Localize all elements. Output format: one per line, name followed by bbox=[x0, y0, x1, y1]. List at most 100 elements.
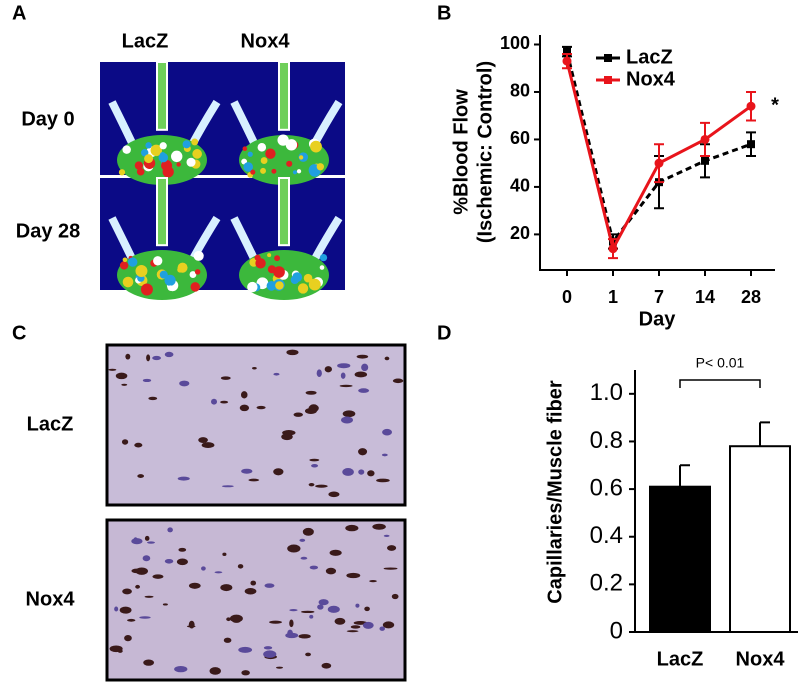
cell-stain bbox=[201, 566, 206, 571]
cell-stain bbox=[299, 538, 306, 542]
cell-stain bbox=[383, 534, 390, 538]
cell-stain bbox=[164, 351, 174, 358]
y-tick-label: 0 bbox=[610, 617, 623, 644]
cell-stain bbox=[198, 437, 208, 443]
error-bar bbox=[759, 421, 770, 447]
cell-stain bbox=[188, 582, 201, 589]
cell-stain bbox=[211, 398, 218, 405]
x-tick-label: 1 bbox=[608, 287, 618, 307]
marker bbox=[563, 47, 571, 56]
row-label: LacZ bbox=[27, 413, 74, 435]
x-tick-label: 7 bbox=[654, 287, 664, 307]
blob bbox=[260, 157, 268, 164]
cell-stain bbox=[305, 390, 317, 395]
y-axis-title: (Ischemic: Control) bbox=[474, 61, 496, 243]
y-tick-label: 40 bbox=[510, 176, 530, 196]
row-label: Day 0 bbox=[21, 108, 74, 130]
cell-stain bbox=[298, 634, 311, 639]
cell-stain bbox=[346, 630, 359, 633]
row-label: Day 28 bbox=[16, 220, 81, 242]
y-tick-label: 20 bbox=[510, 223, 530, 243]
y-axis-title: Capillaries/Muscle fiber bbox=[544, 380, 566, 604]
blob bbox=[144, 154, 154, 164]
cell-stain bbox=[308, 483, 315, 487]
cell-stain bbox=[379, 626, 385, 631]
blob bbox=[159, 270, 168, 279]
blob bbox=[298, 155, 304, 160]
column-label: Nox4 bbox=[241, 30, 291, 52]
cell-stain bbox=[256, 405, 266, 410]
cell-stain bbox=[124, 635, 132, 642]
x-axis-title: Day bbox=[639, 308, 677, 330]
blob bbox=[192, 149, 202, 159]
marker bbox=[608, 244, 618, 254]
blob bbox=[127, 257, 138, 267]
cell-stain bbox=[142, 555, 151, 562]
column-label: LacZ bbox=[122, 30, 169, 52]
bar bbox=[729, 445, 791, 633]
cell-stain bbox=[382, 428, 392, 436]
panel-letter: B bbox=[437, 2, 451, 24]
tail bbox=[156, 61, 168, 131]
y-tick-label: 80 bbox=[510, 81, 530, 101]
cell-stain bbox=[223, 637, 232, 643]
cell-stain bbox=[309, 565, 319, 570]
cell-stain bbox=[325, 567, 337, 575]
cell-stain bbox=[135, 584, 140, 589]
blob bbox=[161, 160, 173, 172]
cell-stain bbox=[308, 404, 319, 413]
blob bbox=[186, 157, 196, 167]
cell-stain bbox=[177, 476, 190, 481]
cell-stain bbox=[131, 568, 142, 574]
cell-stain bbox=[143, 659, 155, 666]
cell-stain bbox=[229, 614, 243, 623]
cell-stain bbox=[318, 599, 329, 606]
blob bbox=[164, 274, 176, 286]
cell-stain bbox=[309, 614, 314, 619]
cell-stain bbox=[108, 368, 117, 371]
cell-stain bbox=[289, 609, 298, 612]
cell-stain bbox=[324, 366, 332, 373]
blob bbox=[255, 258, 266, 269]
legend-label: LacZ bbox=[626, 46, 673, 68]
cell-stain bbox=[391, 593, 399, 600]
blob bbox=[296, 169, 302, 174]
cell-stain bbox=[238, 646, 253, 653]
cell-stain bbox=[209, 667, 221, 675]
blob bbox=[247, 281, 258, 293]
cell-stain bbox=[350, 625, 361, 629]
cell-stain bbox=[263, 646, 273, 650]
cell-stain bbox=[367, 470, 375, 477]
bracket bbox=[679, 379, 761, 388]
cell-stain bbox=[164, 559, 174, 564]
marker bbox=[701, 156, 709, 165]
cell-stain bbox=[339, 384, 353, 388]
x-tick-label: LacZ bbox=[657, 648, 704, 670]
cell-stain bbox=[214, 571, 223, 574]
marker bbox=[700, 134, 710, 144]
cell-stain bbox=[252, 367, 257, 370]
cell-stain bbox=[139, 616, 151, 619]
cell-stain bbox=[281, 433, 293, 441]
blob bbox=[265, 148, 276, 159]
cell-stain bbox=[152, 355, 161, 361]
cell-stain bbox=[387, 545, 397, 551]
blob bbox=[290, 275, 299, 285]
cell-stain bbox=[220, 376, 231, 380]
marker bbox=[562, 56, 572, 66]
blob bbox=[292, 170, 298, 175]
blob bbox=[145, 142, 152, 149]
annotation: * bbox=[771, 94, 779, 116]
cell-stain bbox=[340, 372, 346, 379]
cell-stain bbox=[178, 547, 187, 552]
cell-stain bbox=[302, 527, 314, 536]
cell-stain bbox=[240, 391, 248, 399]
x-tick-label: 0 bbox=[562, 287, 572, 307]
blob bbox=[136, 167, 145, 176]
cell-stain bbox=[127, 618, 136, 622]
blob bbox=[260, 167, 266, 174]
cell-stain bbox=[144, 595, 154, 598]
cell-stain bbox=[356, 354, 369, 359]
cell-stain bbox=[287, 629, 293, 637]
cell-stain bbox=[311, 463, 319, 468]
